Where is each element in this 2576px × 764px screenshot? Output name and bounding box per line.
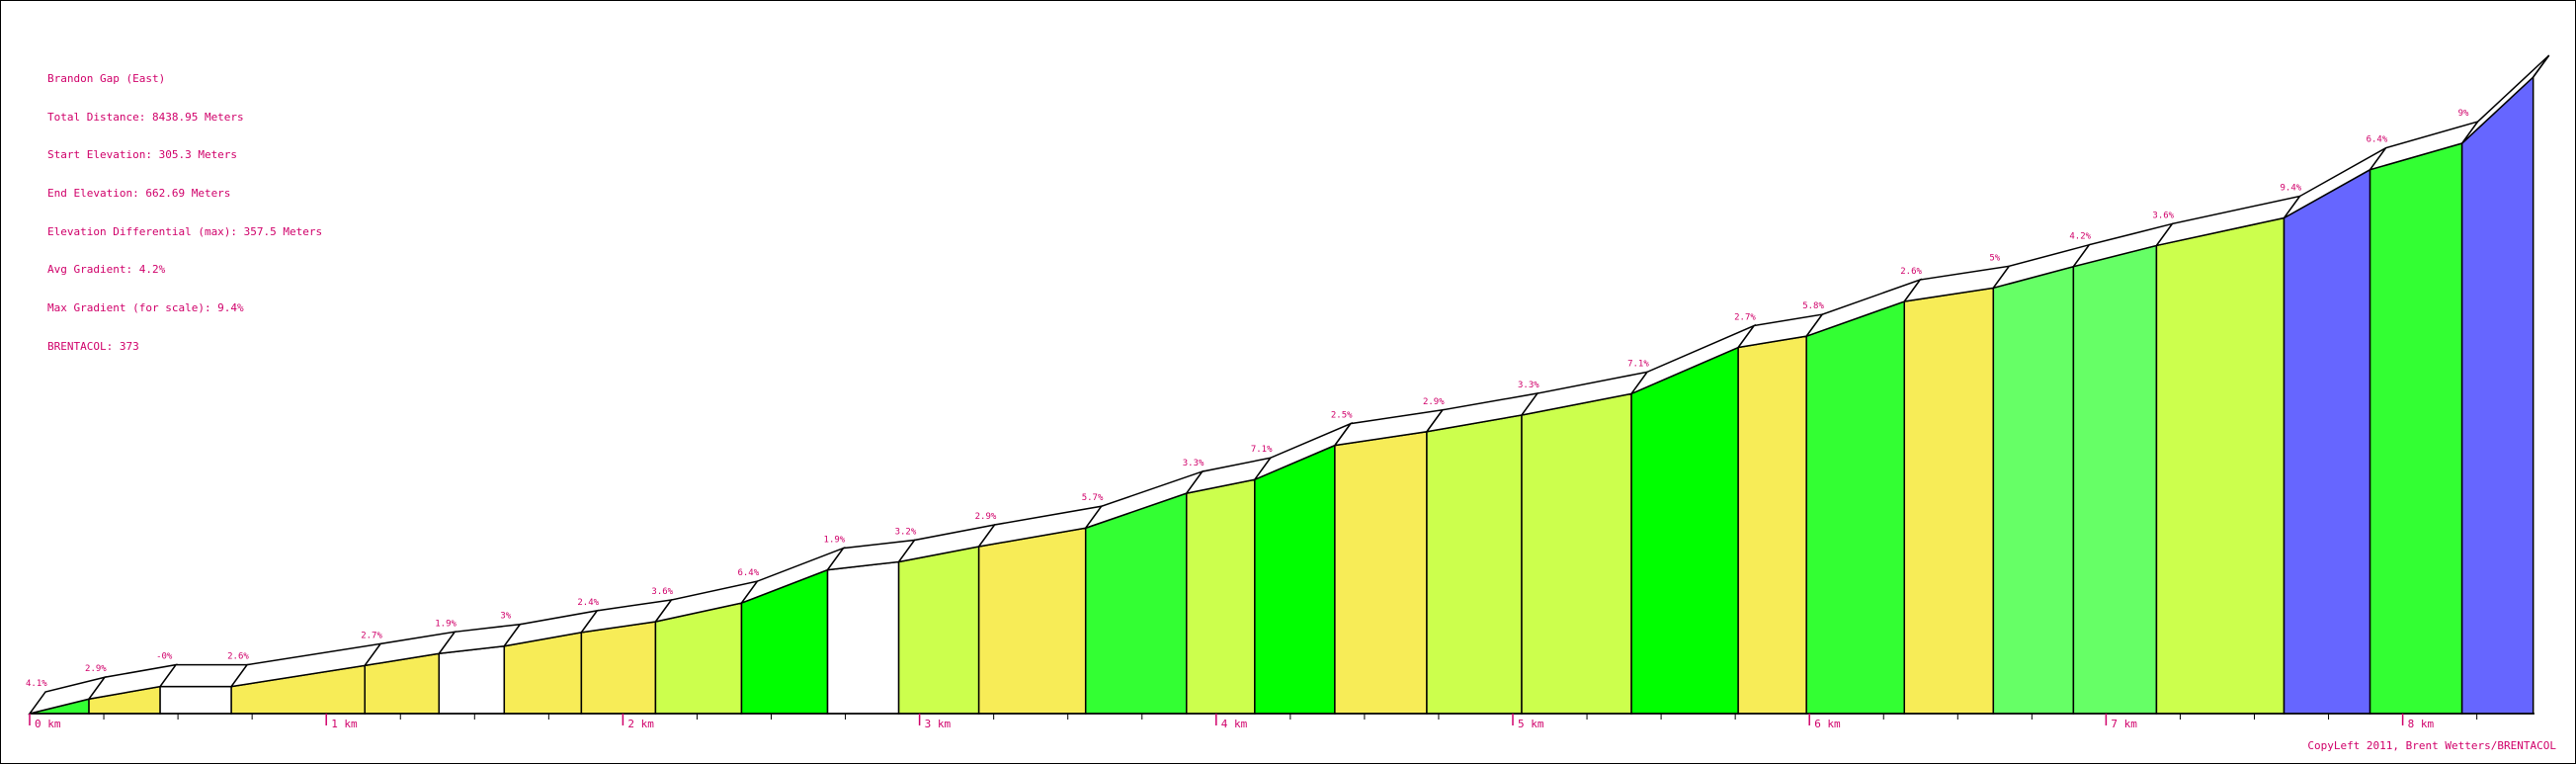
gradient-label: 2.6% <box>1900 267 1922 277</box>
gradient-segment <box>977 527 1087 715</box>
gradient-segment <box>2368 142 2463 715</box>
gradient-label: 2.7% <box>361 631 382 640</box>
gradient-label: 5.8% <box>1802 301 1824 311</box>
gradient-segment <box>2072 244 2158 715</box>
gradient-label: 2.9% <box>975 512 997 522</box>
gradient-segment <box>1630 346 1739 715</box>
gradient-label: 2.9% <box>85 664 107 674</box>
gradient-segment <box>2283 168 2371 715</box>
gradient-segment <box>580 621 657 715</box>
gradient-segment <box>1737 335 1807 715</box>
tick-label: 0 km <box>35 718 61 730</box>
road-band <box>28 54 2550 716</box>
gradient-label: 2.6% <box>227 652 249 662</box>
gradient-segment <box>1334 430 1428 715</box>
gradient-segment <box>1992 265 2075 715</box>
gradient-segment <box>1903 287 1995 715</box>
gradient-segment <box>1254 444 1336 715</box>
gradient-label: 3.3% <box>1183 459 1205 468</box>
gradient-label: 2.5% <box>1331 411 1353 421</box>
road-band-end <box>2533 54 2550 78</box>
tick-label: 2 km <box>627 718 654 730</box>
brentacol-score: BRENTACOL: 373 <box>47 339 139 353</box>
gradient-label: 9.4% <box>2281 184 2302 194</box>
gradient-label: 5.7% <box>1082 493 1104 503</box>
gradient-label: 1.9% <box>435 619 457 629</box>
gradient-labels: 4.1% 2.9% -0% 2.6% 2.7% 1.9% 3% 2.4% 3.6% 6.4% 1.9… <box>26 109 2469 689</box>
gradient-segment <box>826 560 900 715</box>
tick-label: 5 km <box>1518 718 1544 730</box>
gradient-label: 7.1% <box>1251 445 1273 455</box>
tick-label: 8 km <box>2408 718 2435 730</box>
gradient-segment <box>1521 392 1632 715</box>
copyleft-notice: CopyLeft 2011, Brent Wetters/BRENTACOL <box>2307 739 2556 752</box>
gradient-label: 6.4% <box>737 568 759 578</box>
gradient-segment <box>438 644 506 715</box>
gradient-label: 3.6% <box>651 587 673 597</box>
gradient-segment <box>159 685 232 715</box>
route-info: Brandon Gap (East) Total Distance: 8438.… <box>47 47 322 367</box>
gradient-label: 9% <box>2458 109 2469 119</box>
tick-label: 3 km <box>925 718 952 730</box>
gradient-label: -0% <box>156 652 173 662</box>
gradient-label: 5% <box>1989 253 2000 263</box>
gradient-segment <box>1084 492 1188 715</box>
tick-label: 1 km <box>331 718 358 730</box>
end-elevation: End Elevation: 662.69 Meters <box>47 186 231 200</box>
max-gradient: Max Gradient (for scale): 9.4% <box>47 301 244 315</box>
elevation-differential: Elevation Differential (max): 357.5 Mete… <box>47 224 323 238</box>
gradient-label: 6.4% <box>2367 135 2388 145</box>
avg-gradient: Avg Gradient: 4.2% <box>47 263 166 277</box>
gradient-label: 4.2% <box>2069 232 2091 242</box>
gradient-label: 2.7% <box>1734 313 1756 323</box>
gradient-label: 3.2% <box>895 527 917 537</box>
gradient-label: 4.1% <box>26 679 47 689</box>
route-title: Brandon Gap (East) <box>47 71 166 85</box>
gradient-label: 3% <box>500 612 511 622</box>
gradient-label: 3.3% <box>1518 381 1539 390</box>
gradient-segment <box>1805 299 1906 715</box>
tick-label: 6 km <box>1814 718 1841 730</box>
gradient-segments <box>29 75 2534 715</box>
gradient-label: 2.4% <box>577 598 599 608</box>
total-distance: Total Distance: 8438.95 Meters <box>47 110 244 124</box>
gradient-segment <box>1186 478 1256 715</box>
gradient-label: 1.9% <box>824 536 846 546</box>
tick-label: 4 km <box>1221 718 1248 730</box>
gradient-label: 2.9% <box>1423 397 1445 407</box>
gradient-segment <box>2460 75 2534 715</box>
gradient-label: 7.1% <box>1627 359 1649 369</box>
tick-label: 7 km <box>2111 718 2137 730</box>
gradient-segment <box>2155 216 2285 715</box>
start-elevation: Start Elevation: 305.3 Meters <box>47 148 238 162</box>
gradient-segment <box>1426 414 1523 715</box>
gradient-segment <box>897 546 980 715</box>
gradient-label: 3.6% <box>2152 211 2174 220</box>
distance-axis: 0 km 1 km 2 km 3 km 4 km 5 km 6 km 7 km 8 km <box>29 713 2534 730</box>
